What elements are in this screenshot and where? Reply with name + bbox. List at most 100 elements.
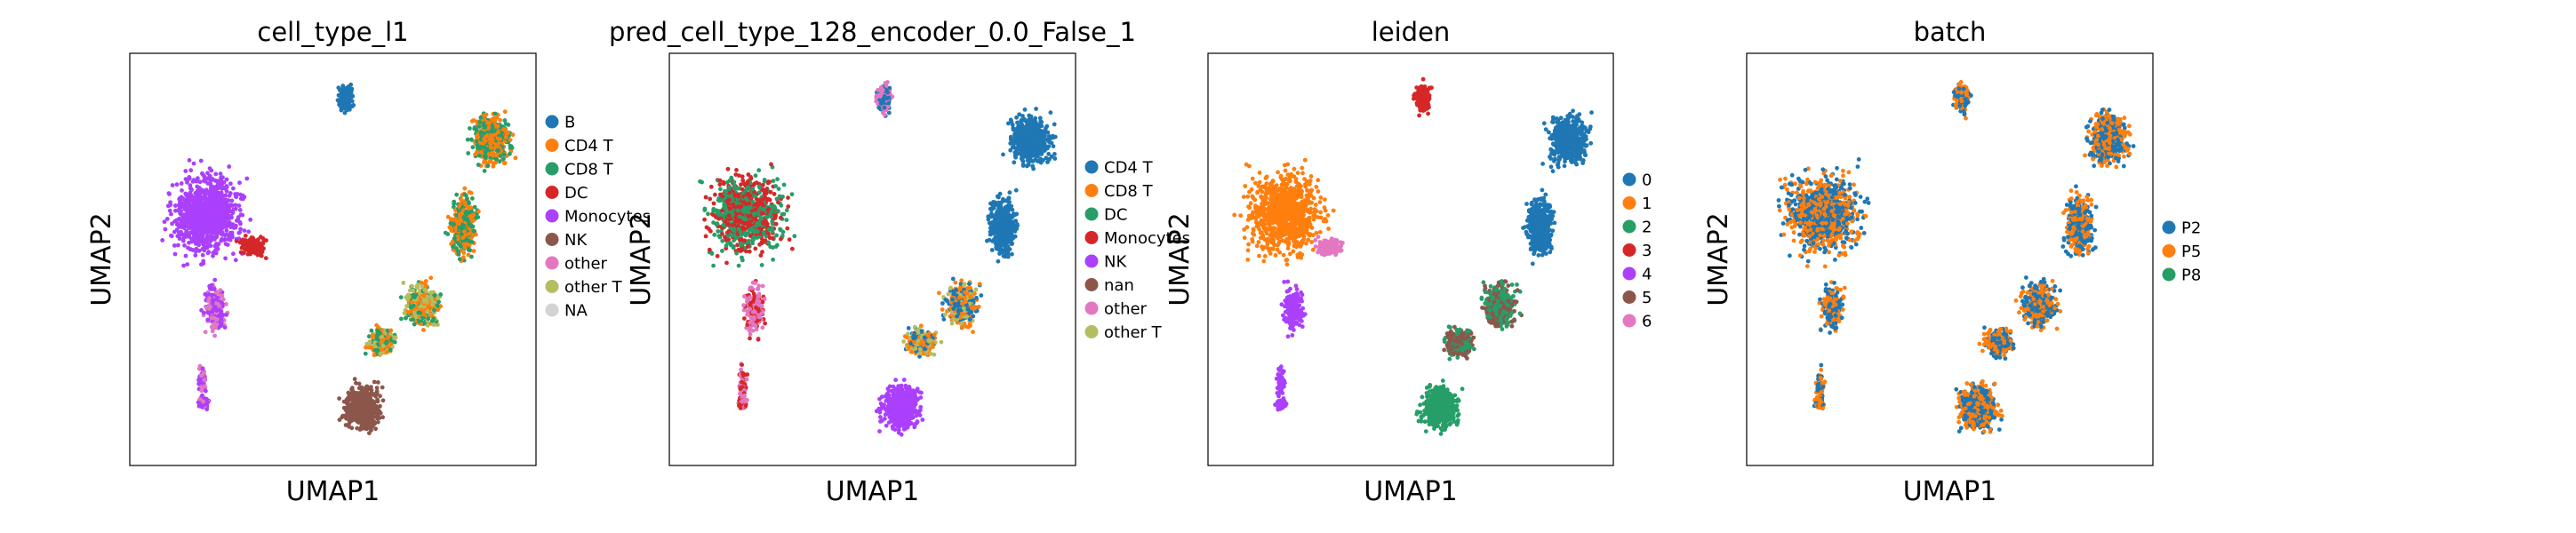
data-point bbox=[219, 175, 223, 180]
data-point bbox=[188, 168, 194, 173]
data-point bbox=[208, 188, 213, 194]
legend-entry: B bbox=[545, 114, 575, 132]
data-point bbox=[370, 346, 374, 351]
data-point bbox=[195, 184, 200, 189]
legend-label: CD8 T bbox=[564, 161, 614, 179]
data-point bbox=[206, 230, 212, 235]
data-point bbox=[242, 243, 247, 248]
data-point bbox=[172, 219, 178, 224]
data-point bbox=[372, 379, 377, 385]
data-point bbox=[773, 213, 778, 219]
data-point bbox=[485, 163, 491, 169]
data-point bbox=[748, 336, 752, 341]
data-point bbox=[237, 180, 242, 186]
data-point bbox=[196, 223, 201, 228]
data-point bbox=[372, 353, 377, 358]
data-point bbox=[462, 186, 468, 191]
data-point bbox=[882, 105, 887, 110]
data-point bbox=[753, 323, 758, 329]
data-point bbox=[750, 199, 756, 204]
data-point bbox=[236, 230, 242, 235]
data-point bbox=[177, 217, 182, 221]
data-point bbox=[745, 312, 749, 317]
data-point bbox=[177, 224, 182, 229]
data-point bbox=[445, 214, 451, 219]
data-point bbox=[201, 310, 206, 315]
data-point bbox=[163, 227, 168, 232]
data-point bbox=[239, 240, 244, 245]
data-point bbox=[187, 175, 192, 179]
data-point bbox=[356, 386, 362, 391]
data-point bbox=[760, 220, 765, 226]
legend-label: NK bbox=[564, 231, 588, 250]
data-point bbox=[748, 222, 753, 227]
data-point bbox=[774, 233, 779, 238]
data-point bbox=[198, 228, 204, 234]
data-point bbox=[488, 140, 492, 146]
data-point bbox=[174, 182, 180, 187]
data-point bbox=[336, 85, 341, 91]
data-point bbox=[700, 179, 704, 185]
data-point bbox=[216, 203, 221, 208]
data-point bbox=[461, 255, 466, 260]
data-point bbox=[711, 208, 716, 213]
data-point bbox=[769, 162, 773, 167]
data-point bbox=[255, 243, 260, 248]
data-point bbox=[220, 186, 225, 191]
data-point bbox=[339, 105, 344, 109]
data-point bbox=[787, 237, 792, 243]
data-point bbox=[344, 405, 349, 410]
data-point bbox=[746, 172, 751, 177]
data-point bbox=[421, 312, 427, 317]
data-point bbox=[756, 291, 762, 297]
data-point bbox=[431, 316, 436, 322]
data-point bbox=[410, 283, 414, 289]
data-point bbox=[463, 202, 468, 207]
legend-label: other bbox=[564, 255, 608, 274]
data-point bbox=[468, 126, 472, 131]
data-point bbox=[388, 347, 393, 353]
data-point bbox=[346, 417, 351, 422]
data-point bbox=[375, 347, 380, 353]
data-point bbox=[380, 343, 386, 348]
y-axis-label: UMAP2 bbox=[86, 212, 117, 306]
data-point bbox=[730, 223, 735, 227]
data-point bbox=[388, 328, 394, 333]
data-point bbox=[702, 206, 708, 211]
data-point bbox=[716, 229, 721, 234]
data-point bbox=[702, 217, 707, 222]
data-point bbox=[393, 336, 397, 340]
data-point bbox=[457, 212, 462, 217]
data-point bbox=[224, 313, 229, 317]
legend-marker bbox=[545, 139, 559, 152]
data-point bbox=[183, 223, 188, 228]
data-point bbox=[213, 251, 219, 256]
data-point bbox=[220, 221, 226, 227]
data-point bbox=[463, 193, 468, 198]
data-point bbox=[475, 143, 480, 147]
data-point bbox=[200, 224, 205, 229]
data-point bbox=[193, 253, 198, 258]
data-point bbox=[261, 238, 267, 243]
data-point bbox=[197, 179, 203, 185]
data-point bbox=[463, 210, 468, 215]
data-point bbox=[766, 206, 772, 211]
data-point bbox=[172, 203, 178, 208]
data-point bbox=[197, 397, 203, 402]
data-point bbox=[200, 252, 205, 258]
legend-label: NA bbox=[564, 302, 588, 321]
data-point bbox=[402, 311, 407, 315]
data-point bbox=[416, 310, 420, 315]
data-point bbox=[884, 84, 889, 88]
data-point bbox=[778, 227, 782, 232]
data-point bbox=[183, 169, 188, 173]
data-point bbox=[452, 235, 457, 241]
data-point bbox=[789, 246, 795, 251]
data-point bbox=[487, 121, 492, 125]
data-point bbox=[764, 214, 769, 219]
data-point bbox=[208, 305, 213, 309]
legend-label: other T bbox=[564, 278, 623, 297]
data-point bbox=[343, 103, 348, 107]
data-point bbox=[221, 202, 226, 206]
data-point bbox=[762, 179, 767, 184]
